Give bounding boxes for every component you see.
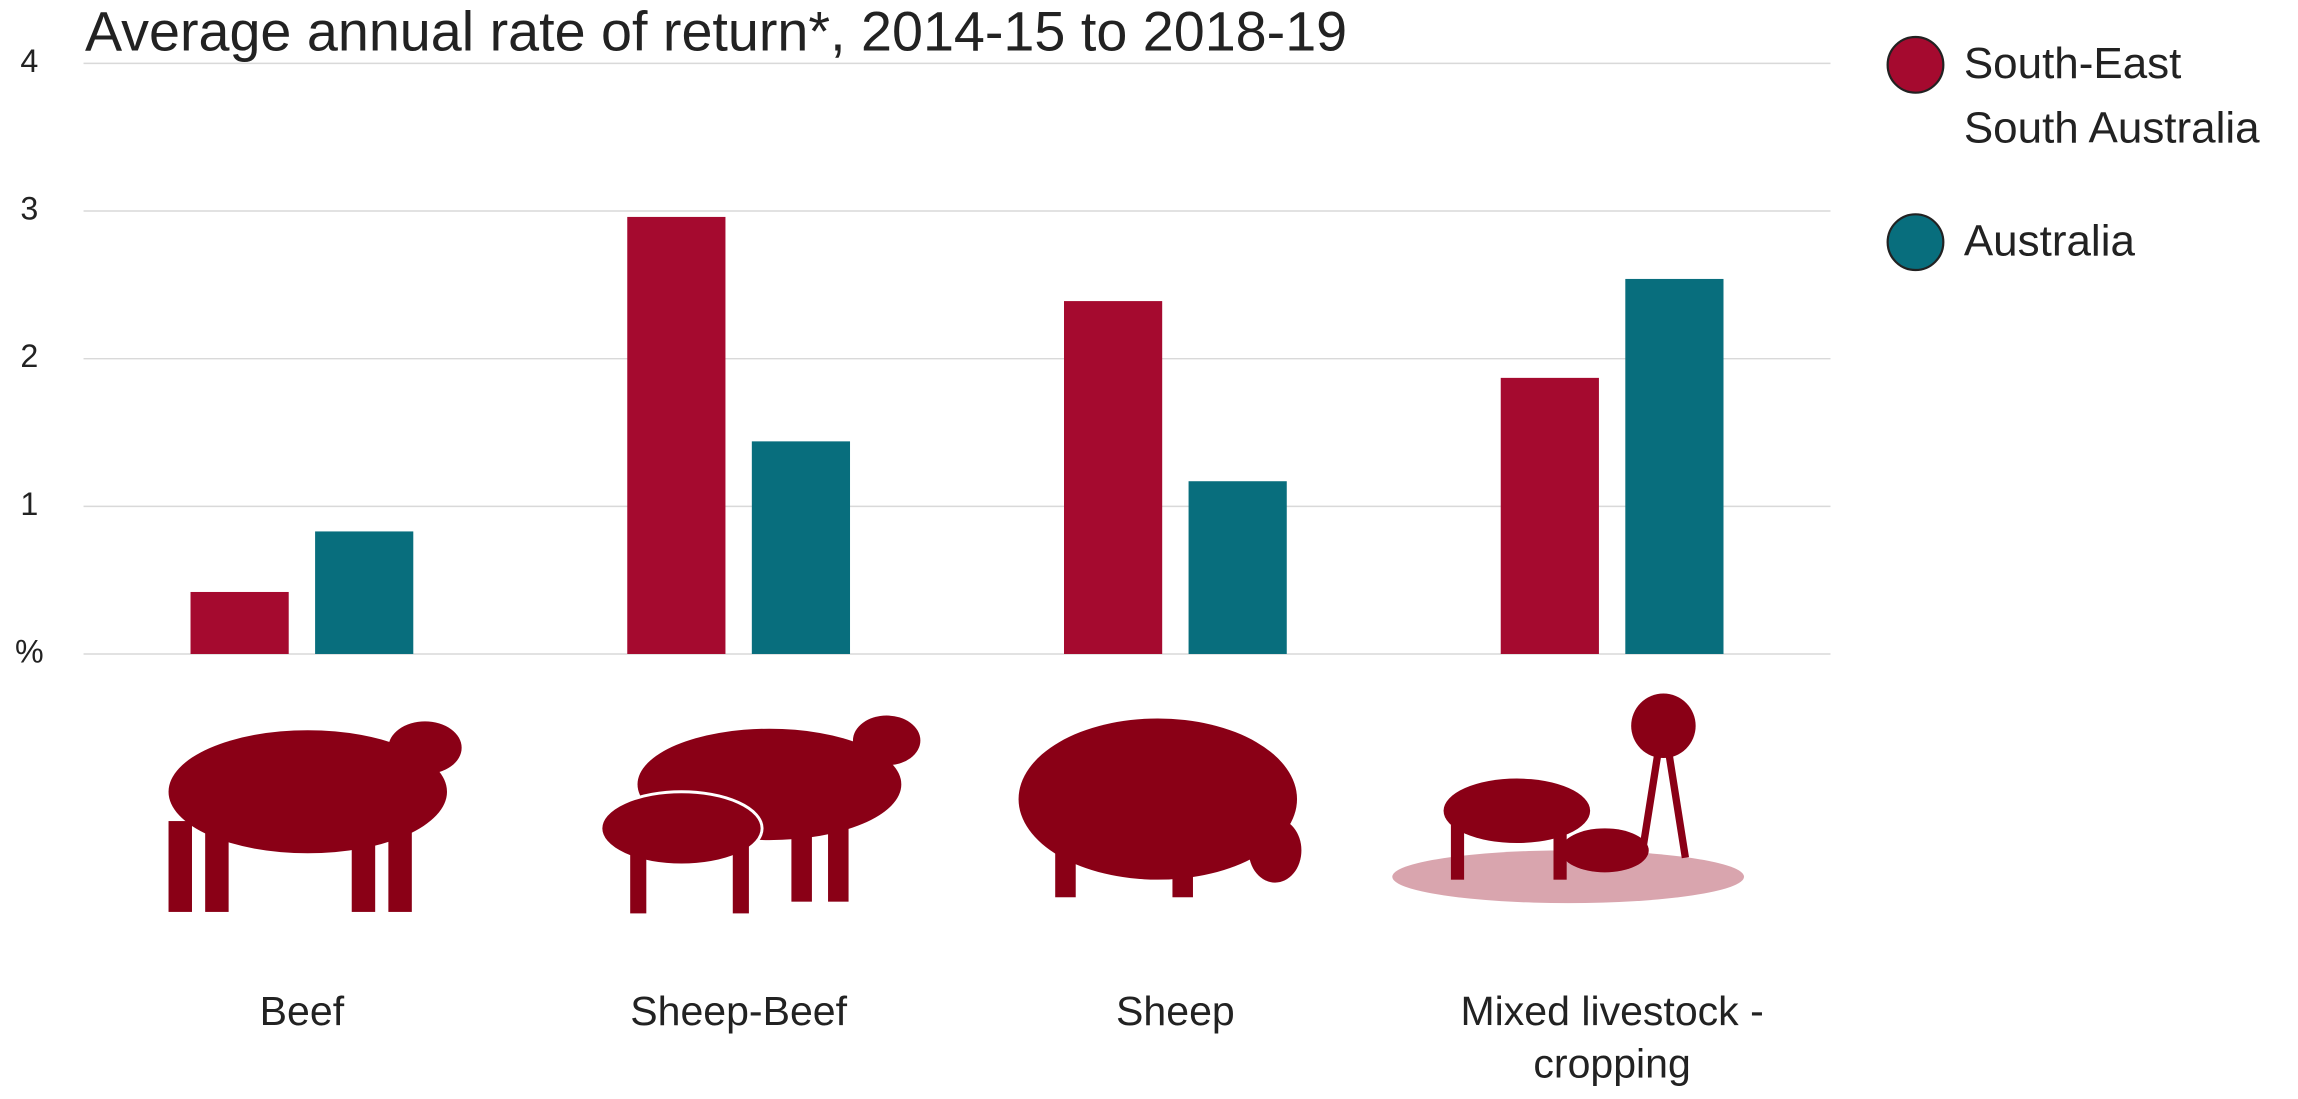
bar (627, 216, 726, 654)
legend-marker (1886, 213, 1945, 272)
y-tick-label: 3 (20, 191, 38, 227)
legend-marker (1886, 35, 1945, 94)
y-tick-label: 2 (20, 338, 38, 374)
bar (190, 591, 289, 654)
bar (1500, 377, 1599, 654)
animal-icons (168, 693, 1745, 914)
y-tick-label: 4 (20, 43, 38, 79)
x-tick-label-box: Mixed livestock -cropping (1460, 988, 1764, 1087)
legend-label: South-East South Australia (1963, 39, 2260, 153)
legend-label-box: South-East South Australia (1963, 39, 2260, 153)
x-tick-label: Sheep (1116, 988, 1235, 1034)
x-tick-label-box: Sheep-Beef (630, 988, 848, 1034)
x-tick-label-box: Beef (259, 988, 345, 1034)
x-tick-label-box: Sheep (1116, 988, 1235, 1034)
bar (315, 531, 414, 654)
chart-title: Average annual rate of return*, 2014-15 … (85, 0, 1347, 62)
x-tick-label: Beef (259, 988, 345, 1034)
legend-label: Australia (1963, 217, 2135, 266)
y-tick-label: 1 (20, 486, 38, 522)
y-tick-label: % (15, 634, 44, 670)
bar (1063, 301, 1163, 654)
bar (751, 441, 851, 654)
x-tick-label: Sheep-Beef (630, 988, 848, 1034)
legend-label-box: Australia (1963, 217, 2135, 266)
x-tick-label: Mixed livestock -cropping (1460, 988, 1764, 1087)
bar (1188, 481, 1287, 654)
bar (1625, 278, 1724, 654)
